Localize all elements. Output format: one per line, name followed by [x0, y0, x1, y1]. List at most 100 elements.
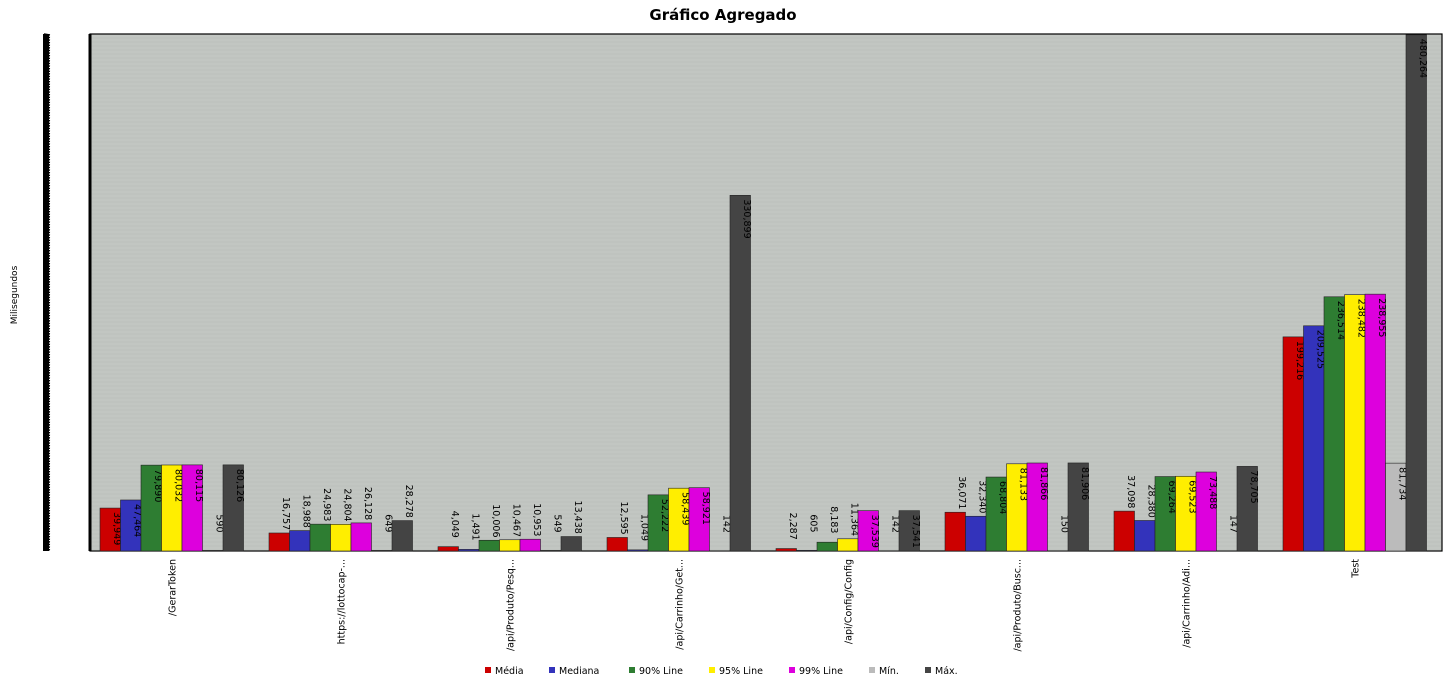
bar-value-label: 4,049: [449, 511, 460, 538]
bar-m-dia-1: [268, 532, 290, 552]
bar-m-dia-3: [606, 537, 628, 552]
bar-value-label: 28,278: [403, 485, 414, 518]
bar-value-label: 69,264: [1166, 481, 1177, 514]
bar-value-label: 605: [807, 514, 818, 532]
bar-90-line-1: [309, 523, 331, 552]
bar-m-dia-6: [1113, 510, 1135, 552]
bar-m-x--4: [898, 510, 920, 552]
bar-value-label: 36,071: [956, 476, 967, 509]
bar-value-label: 81,866: [1038, 467, 1049, 500]
legend: Média Mediana 90% Line 95% Line 99% Line Mín.…: [485, 666, 958, 677]
bar-value-label: 11,364: [848, 503, 859, 536]
legend-swatch: [709, 667, 715, 673]
bar-99-line-0: [181, 464, 203, 552]
bar-value-label: 236,514: [1335, 301, 1346, 340]
bar-mediana-6: [1134, 520, 1156, 552]
bar-mediana-3: [627, 549, 649, 552]
bar-99-line-1: [350, 522, 372, 552]
legend-swatch: [925, 667, 931, 673]
bar-value-label: 81,906: [1079, 467, 1090, 500]
bar-m-x--7: [1405, 34, 1427, 552]
bar-value-label: 39,949: [111, 512, 122, 545]
bar-value-label: 58,921: [700, 492, 711, 525]
bar-value-label: 73,488: [1207, 476, 1218, 509]
bar-99-line-2: [519, 538, 541, 552]
bar-value-label: 80,115: [193, 469, 204, 502]
legend-label: Mediana: [559, 666, 599, 677]
bar-value-label: 68,804: [997, 481, 1008, 514]
bar-value-label: 10,953: [531, 503, 542, 536]
legend-swatch: [789, 667, 795, 673]
legend-label: 95% Line: [719, 666, 763, 677]
bar-value-label: 1,491: [469, 513, 480, 540]
bar-value-label: 37,098: [1125, 475, 1136, 508]
bar-m-x--1: [391, 520, 413, 552]
category-label: Test: [1350, 559, 1361, 579]
bar-value-label: 150: [1058, 515, 1069, 533]
bar-m-x--3: [729, 195, 751, 552]
bar-value-label: 2,287: [787, 513, 798, 540]
bar-value-label: 18,988: [300, 495, 311, 528]
bar-value-label: 80,032: [172, 469, 183, 502]
bar-m-n--2: [540, 550, 562, 552]
legend-swatch: [549, 667, 555, 673]
category-label: /api/Config/Config: [843, 559, 854, 644]
bar-95-line-1: [330, 524, 352, 552]
legend-swatch: [869, 667, 875, 673]
bar-value-label: 1,049: [638, 514, 649, 541]
bar-value-label: 24,983: [321, 488, 332, 521]
bar-value-label: 81,133: [1017, 468, 1028, 501]
bar-value-label: 80,126: [234, 469, 245, 502]
bar-value-label: 47,464: [131, 504, 142, 537]
y-axis-label: Milisegundos: [10, 265, 20, 324]
bar-m-x--6: [1236, 466, 1258, 552]
category-labels: /GerarToken https://lottocap-... /api/Prod…: [167, 559, 1361, 652]
legend-swatch: [485, 667, 491, 673]
bar-99-line-5: [1026, 462, 1048, 552]
legend-label: 99% Line: [799, 666, 843, 677]
bar-value-label: 10,006: [490, 504, 501, 537]
legend-label: Mín.: [879, 666, 899, 677]
bar-value-label: 209,525: [1314, 330, 1325, 369]
category-label: /api/Carrinho/Get...: [674, 559, 685, 650]
category-label: https://lottocap-...: [336, 559, 347, 644]
bar-value-label: 69,523: [1186, 480, 1197, 513]
bar-m-x--2: [560, 536, 582, 552]
bar-mediana-2: [458, 549, 480, 552]
bar-value-label: 81,734: [1396, 467, 1407, 500]
bar-value-label: 16,757: [280, 497, 291, 530]
bar-value-label: 8,183: [828, 506, 839, 533]
bar-95-line-4: [837, 538, 859, 552]
bar-90-line-4: [816, 541, 838, 552]
bar-99-line-6: [1195, 471, 1217, 552]
bar-value-label: 649: [382, 514, 393, 532]
bar-value-label: 37,539: [869, 515, 880, 548]
bar-value-label: 142: [889, 515, 900, 533]
bar-value-label: 238,955: [1376, 298, 1387, 337]
bar-value-label: 10,467: [510, 504, 521, 537]
category-label: /GerarToken: [167, 559, 178, 616]
bar-value-label: 147: [1227, 515, 1238, 533]
bar-value-label: 13,438: [572, 501, 583, 534]
bar-m-dia-5: [944, 511, 966, 552]
bar-value-label: 26,128: [362, 487, 373, 520]
bar-value-label: 142: [720, 515, 731, 533]
bar-m-dia-2: [437, 546, 459, 552]
bar-mediana-1: [289, 530, 311, 552]
bar-mediana-4: [796, 550, 818, 552]
bar-value-label: 238,482: [1355, 299, 1366, 338]
bar-value-label: 199,216: [1294, 341, 1305, 380]
bar-m-n--1: [371, 550, 393, 552]
bar-m-x--5: [1067, 462, 1089, 552]
y-tick-labels-overlap: [43, 34, 49, 551]
category-label: /api/Produto/Busc...: [1012, 559, 1023, 652]
bar-value-label: 28,380: [1145, 484, 1156, 517]
plot-background: [89, 33, 1443, 552]
bar-value-label: 549: [551, 514, 562, 532]
bar-value-label: 78,705: [1248, 470, 1259, 503]
category-label: /api/Carrinho/Adi...: [1181, 559, 1192, 648]
bars-layer: 39,949 47,464 79,890 80,032 80,115 590 80,126 1…: [99, 34, 1428, 552]
legend-swatch: [629, 667, 635, 673]
bar-value-label: 12,595: [618, 501, 629, 534]
